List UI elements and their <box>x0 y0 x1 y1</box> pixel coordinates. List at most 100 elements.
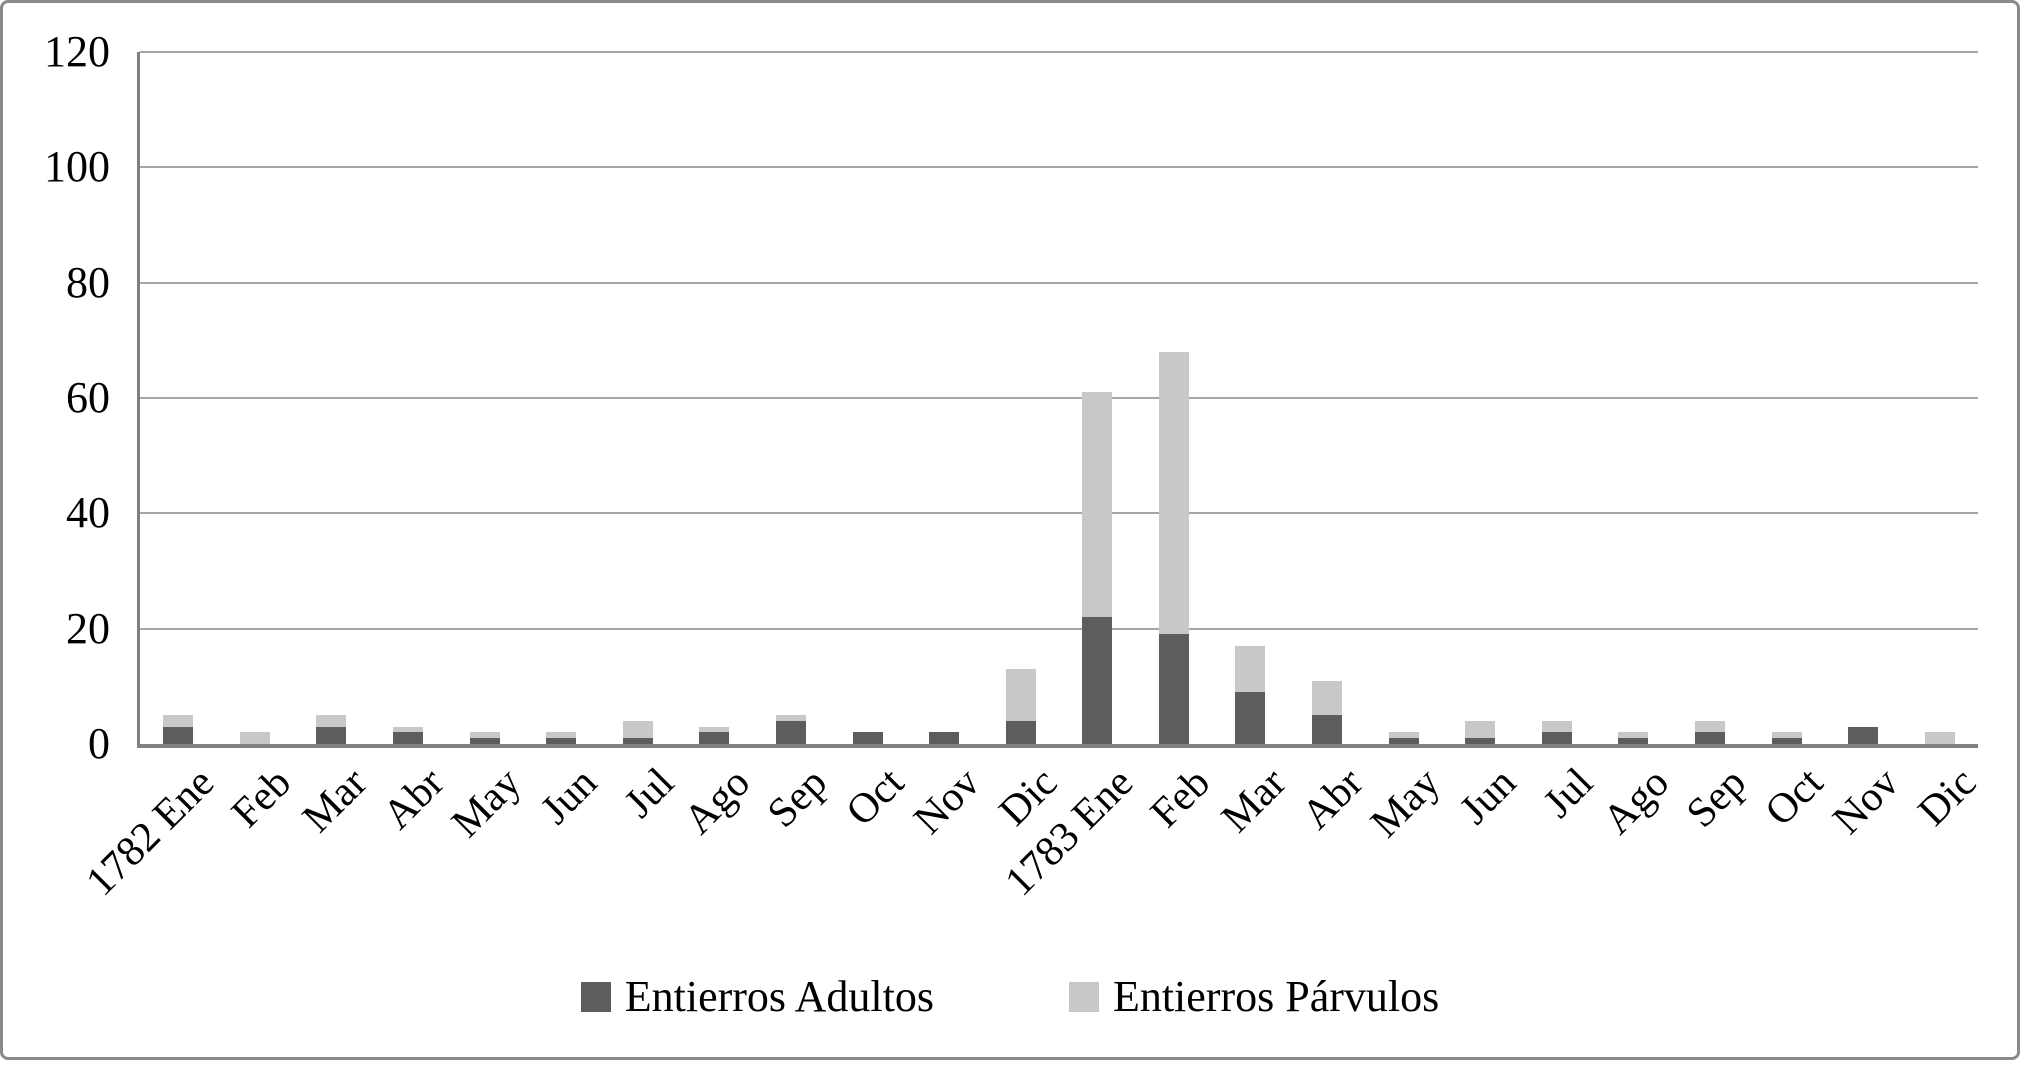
x-axis-label-jul: Jul <box>1534 759 1602 827</box>
bar-segment-adultos <box>469 738 500 744</box>
legend-item-parvulos: Entierros Párvulos <box>1068 972 1440 1021</box>
bar-segment-parvulos <box>393 726 424 733</box>
bar-segment-adultos <box>1388 738 1419 744</box>
bar-segment-parvulos <box>775 715 806 721</box>
x-axis-label-feb: Feb <box>222 759 300 837</box>
y-tick-label-100: 100 <box>44 142 110 192</box>
bar-segment-adultos <box>1694 732 1725 744</box>
bar-oct <box>852 732 883 744</box>
bar-segment-parvulos <box>1694 720 1725 733</box>
x-axis-label-sep: Sep <box>758 759 837 837</box>
bar-segment-adultos <box>775 720 806 744</box>
bar-segment-parvulos <box>699 726 730 733</box>
bar-segment-adultos <box>163 726 194 744</box>
bar-segment-adultos <box>929 732 960 744</box>
x-axis-label-abr: Abr <box>1293 759 1373 839</box>
bar-segment-adultos <box>699 732 730 744</box>
bar-ago <box>1618 732 1649 744</box>
x-axis-label-oct: Oct <box>1756 759 1832 836</box>
gridline-y100 <box>140 166 1978 169</box>
bar-feb <box>239 732 270 744</box>
x-axis-label-ago: Ago <box>675 759 760 844</box>
bar-segment-parvulos <box>469 732 500 739</box>
bar-segment-parvulos <box>239 732 270 744</box>
x-axis-label-jul: Jul <box>615 759 683 827</box>
bar-segment-parvulos <box>1618 732 1649 739</box>
bar-sep <box>775 715 806 744</box>
bar-dic <box>1005 669 1036 744</box>
x-axis-label-1782-ene: 1782 Ene <box>77 759 224 906</box>
bar-nov <box>1848 726 1879 744</box>
bar-jun <box>1465 720 1496 744</box>
y-tick-label-120: 120 <box>44 27 110 76</box>
bar-segment-parvulos <box>1082 392 1113 618</box>
bar-segment-parvulos <box>1312 680 1343 716</box>
x-axis-label-nov: Nov <box>905 759 990 844</box>
y-axis-line <box>137 52 140 744</box>
bar-segment-adultos <box>1312 715 1343 744</box>
bar-segment-adultos <box>1618 738 1649 744</box>
x-axis-label-may: May <box>1361 759 1449 847</box>
bar-segment-parvulos <box>622 720 653 739</box>
bar-segment-adultos <box>1771 738 1802 744</box>
gridline-y20 <box>140 627 1978 630</box>
bar-segment-adultos <box>1005 720 1036 744</box>
y-tick-label-40: 40 <box>66 488 110 538</box>
bar-segment-adultos <box>1465 738 1496 744</box>
y-tick-label-80: 80 <box>66 257 110 307</box>
x-axis-label-jun: Jun <box>1451 759 1526 834</box>
bar-segment-adultos <box>393 732 424 744</box>
y-tick-label-20: 20 <box>66 603 110 653</box>
x-axis-label-sep: Sep <box>1677 759 1756 837</box>
bar-abr <box>1312 680 1343 744</box>
y-tick-label-0: 0 <box>88 719 110 768</box>
bar-segment-adultos <box>622 738 653 744</box>
bar-nov <box>929 732 960 744</box>
bar-jul <box>1541 720 1572 744</box>
bar-mar <box>316 715 347 744</box>
bar-segment-parvulos <box>1465 720 1496 739</box>
x-axis-label-ago: Ago <box>1594 759 1679 844</box>
bar-segment-parvulos <box>1158 351 1189 635</box>
bar-jun <box>546 732 577 744</box>
x-axis-label-nov: Nov <box>1824 759 1909 844</box>
legend-swatch-parvulos-icon <box>1068 982 1099 1012</box>
x-axis-label-feb: Feb <box>1141 759 1219 837</box>
bar-segment-parvulos <box>1005 669 1036 721</box>
bar-segment-parvulos <box>1924 732 1955 744</box>
gridline-y80 <box>140 281 1978 284</box>
bar-segment-adultos <box>316 726 347 744</box>
bar-segment-adultos <box>1235 692 1266 744</box>
bar-segment-parvulos <box>316 715 347 727</box>
bar-sep <box>1694 720 1725 744</box>
legend: Entierros Adultos Entierros Párvulos <box>3 975 2017 1019</box>
legend-label-adultos: Entierros Adultos <box>624 972 934 1021</box>
bar-segment-parvulos <box>1235 645 1266 693</box>
bar-segment-adultos <box>852 732 883 744</box>
x-axis-label-mar: Mar <box>1213 759 1296 842</box>
legend-label-parvulos: Entierros Párvulos <box>1112 972 1440 1021</box>
bar-dic <box>1924 732 1955 744</box>
bar-segment-adultos <box>1082 617 1113 744</box>
bar-oct <box>1771 732 1802 744</box>
x-axis-label-may: May <box>442 759 530 847</box>
bar-1782-ene <box>163 715 194 744</box>
x-axis-label-dic: Dic <box>1909 759 1985 836</box>
gridline-y40 <box>140 512 1978 515</box>
gridline-y120 <box>140 51 1978 53</box>
x-axis-label-oct: Oct <box>837 759 913 836</box>
legend-swatch-adultos-icon <box>580 982 611 1012</box>
bar-may <box>469 732 500 744</box>
bar-mar <box>1235 645 1266 744</box>
legend-item-adultos: Entierros Adultos <box>580 972 934 1021</box>
bar-segment-adultos <box>1848 726 1879 744</box>
bar-1783-ene <box>1082 392 1113 744</box>
bar-abr <box>393 726 424 744</box>
bar-segment-parvulos <box>546 732 577 739</box>
x-axis-line <box>137 744 1978 748</box>
bar-segment-parvulos <box>1771 732 1802 739</box>
bar-feb <box>1158 351 1189 744</box>
bar-segment-parvulos <box>163 715 194 727</box>
bar-segment-adultos <box>1541 732 1572 744</box>
